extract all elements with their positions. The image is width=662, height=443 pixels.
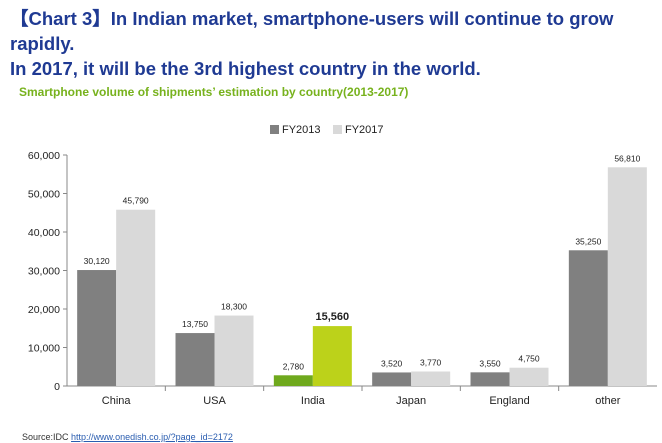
data-label-china-fy2017: 45,790 — [123, 196, 149, 206]
source-label: Source:IDC — [22, 432, 69, 442]
source-link[interactable]: http://www.onedish.co.jp/?page_id=2172 — [71, 432, 233, 442]
x-tick-label-china: China — [102, 395, 132, 407]
chart-title: Smartphone volume of shipments’ estimati… — [19, 85, 409, 99]
data-label-china-fy2013: 30,120 — [84, 256, 110, 266]
data-label-england-fy2017: 4,750 — [518, 354, 540, 364]
data-label-india-fy2017: 15,560 — [316, 311, 350, 323]
data-label-usa-fy2013: 13,750 — [182, 319, 208, 329]
data-label-other-fy2017: 56,810 — [614, 153, 640, 163]
x-tick-label-england: England — [489, 395, 529, 407]
bar-china-fy2017 — [116, 209, 156, 386]
bar-other-fy2017 — [607, 167, 647, 386]
legend-swatch-fy2013 — [270, 125, 279, 134]
data-label-other-fy2013: 35,250 — [575, 236, 601, 246]
bar-india-fy2017 — [312, 326, 352, 386]
legend-label-fy2017: FY2017 — [345, 124, 384, 136]
data-label-usa-fy2017: 18,300 — [221, 302, 247, 312]
y-tick-label: 20,000 — [28, 304, 60, 316]
headline-line-2: In 2017, it will be the 3rd highest coun… — [10, 58, 481, 79]
y-tick-label: 30,000 — [28, 266, 60, 278]
y-tick-label: 50,000 — [28, 189, 60, 201]
y-tick-label: 10,000 — [28, 343, 60, 355]
x-tick-label-japan: Japan — [396, 395, 426, 407]
bar-usa-fy2013 — [175, 333, 215, 386]
bar-other-fy2013 — [568, 250, 608, 386]
y-tick-label: 0 — [54, 381, 60, 393]
bar-england-fy2013 — [470, 372, 510, 386]
legend-swatch-fy2017 — [333, 125, 342, 134]
x-tick-label-other: other — [595, 395, 620, 407]
legend-label-fy2013: FY2013 — [282, 124, 321, 136]
bar-japan-fy2017 — [411, 371, 451, 386]
y-tick-label: 40,000 — [28, 227, 60, 239]
data-label-japan-fy2017: 3,770 — [420, 357, 442, 367]
bar-china-fy2013 — [77, 270, 117, 386]
bar-india-fy2013 — [273, 375, 313, 386]
x-tick-label-india: India — [301, 395, 326, 407]
headline: 【Chart 3】In Indian market, smartphone-us… — [10, 6, 660, 81]
y-tick-label: 60,000 — [28, 150, 60, 162]
data-label-england-fy2013: 3,550 — [479, 358, 501, 368]
data-label-india-fy2013: 2,780 — [283, 361, 305, 371]
bar-japan-fy2013 — [372, 372, 412, 386]
data-label-japan-fy2013: 3,520 — [381, 358, 403, 368]
source-note: Source:IDC http://www.onedish.co.jp/?pag… — [22, 432, 233, 442]
x-tick-label-usa: USA — [203, 395, 226, 407]
bar-usa-fy2017 — [214, 315, 254, 386]
headline-line-1: 【Chart 3】In Indian market, smartphone-us… — [10, 8, 614, 54]
bar-england-fy2017 — [509, 367, 549, 386]
